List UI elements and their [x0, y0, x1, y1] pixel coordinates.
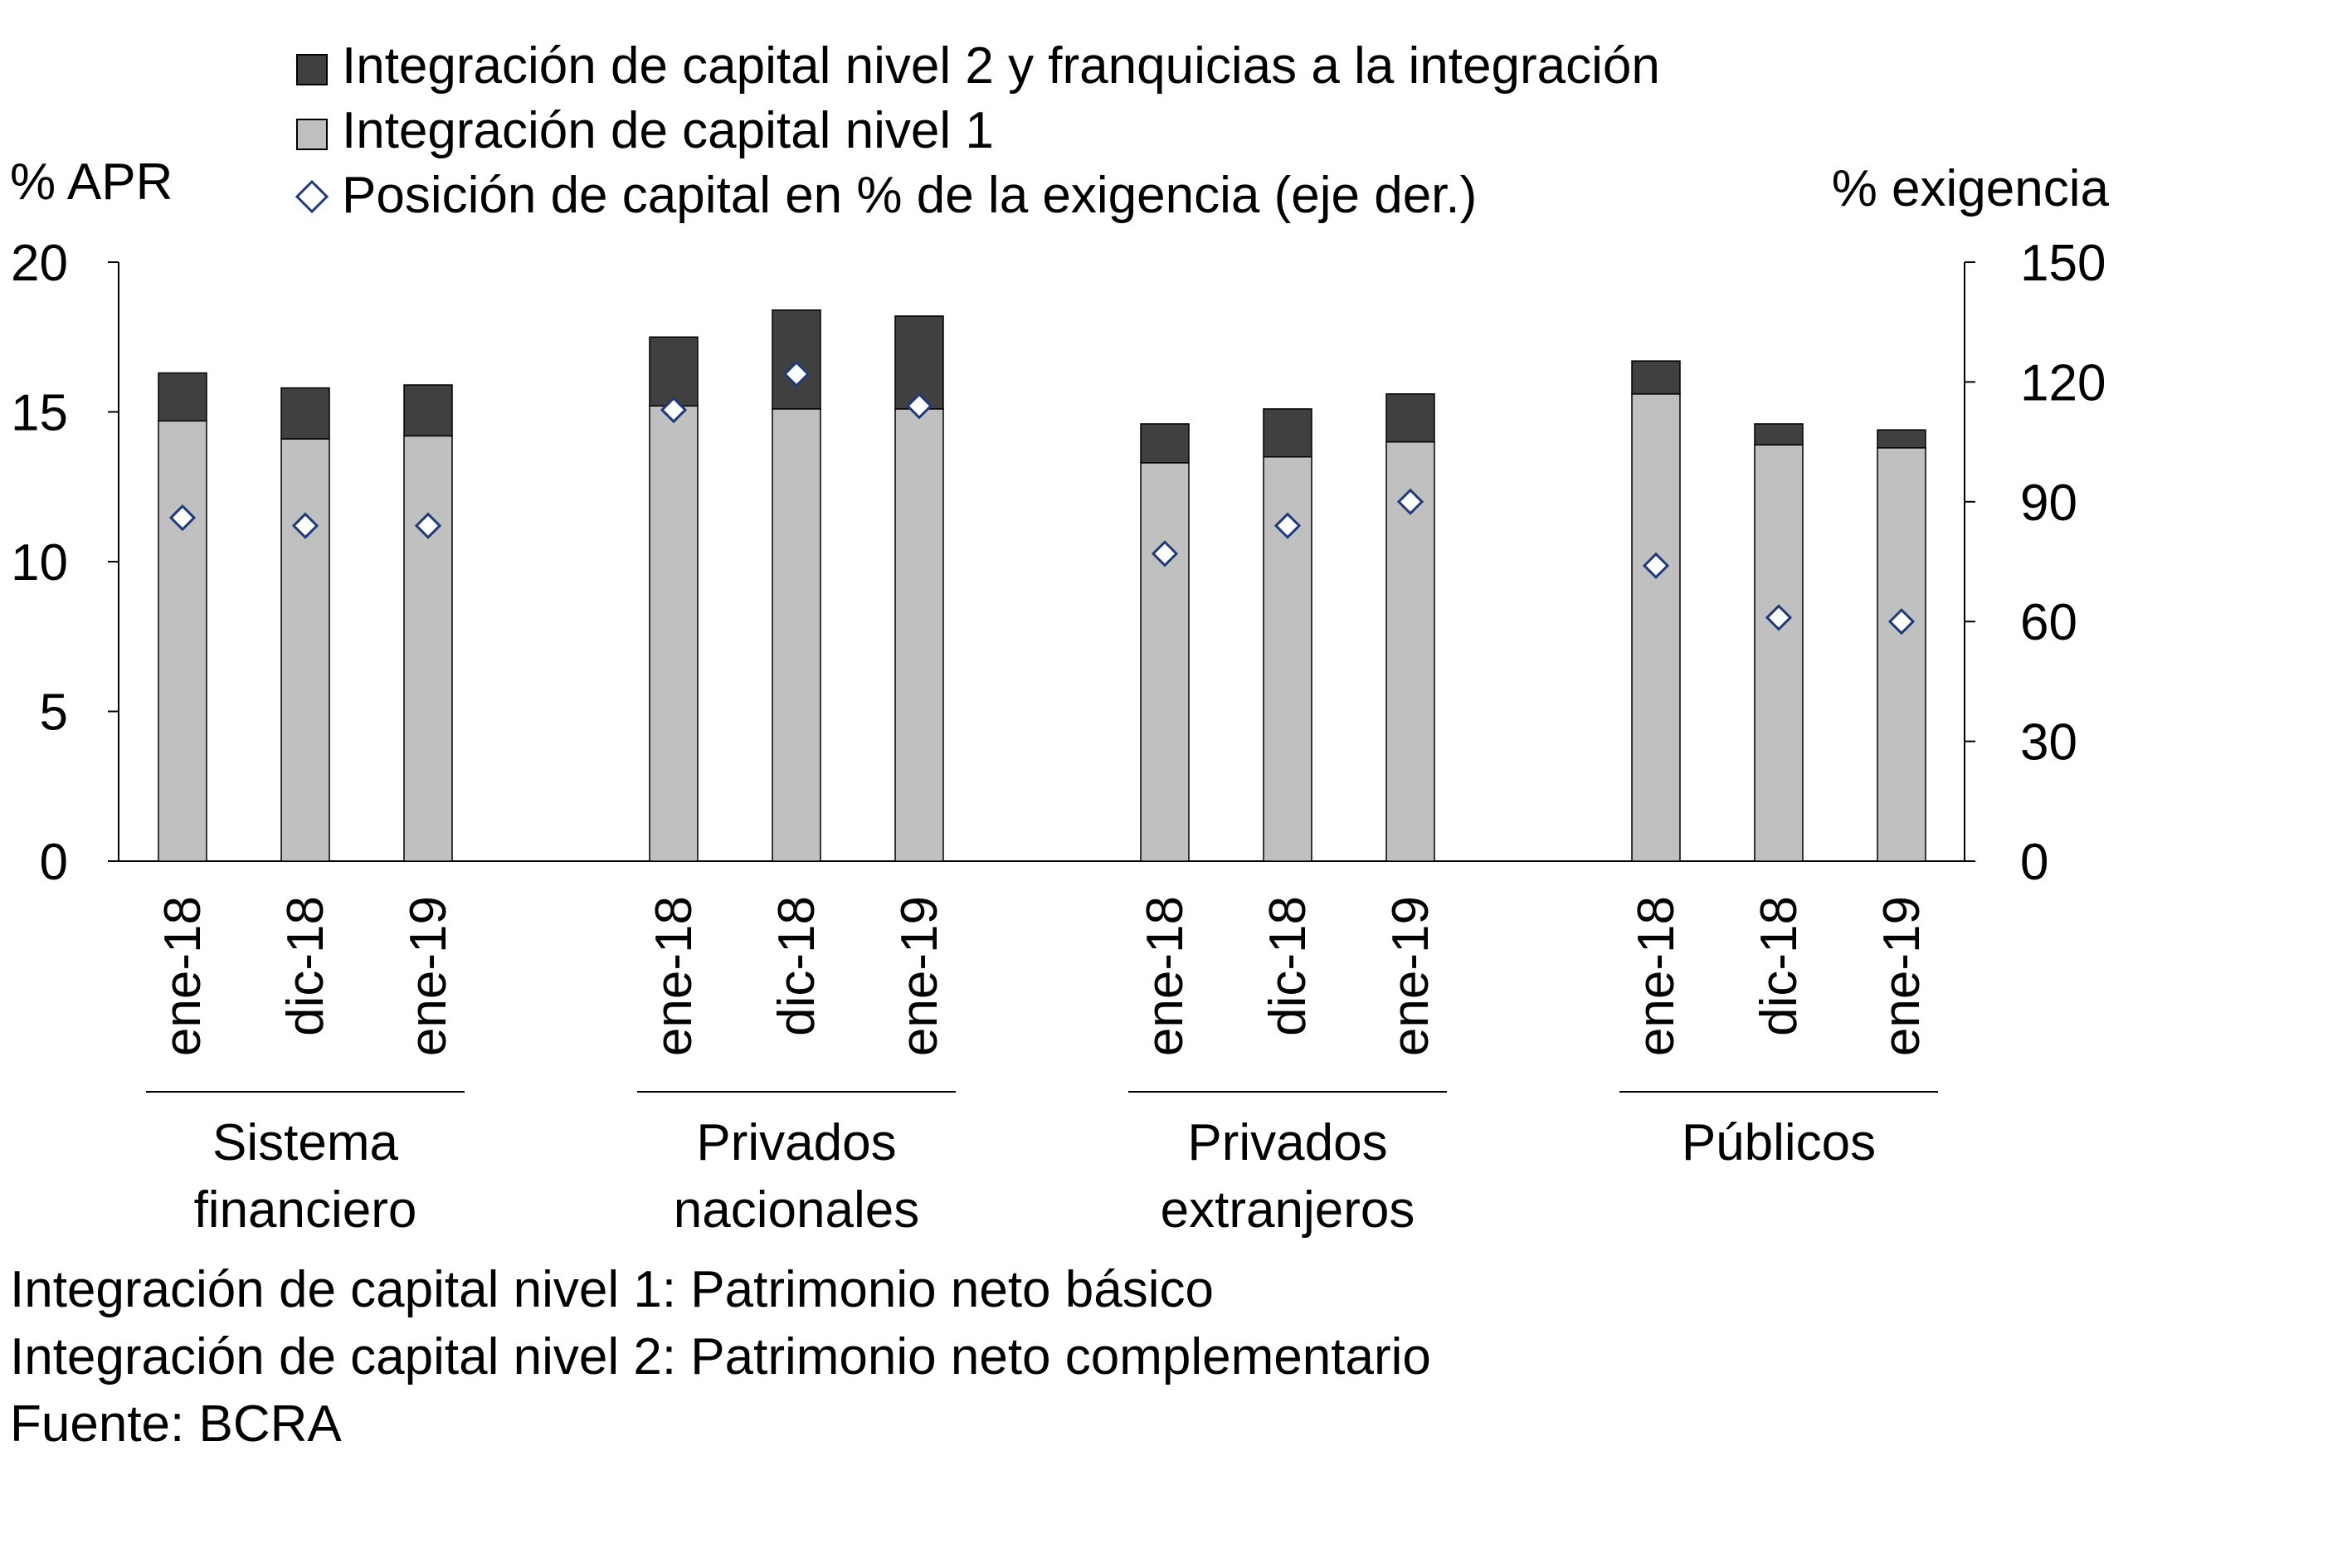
right-ticks: 0 30 60 90 120 150 — [1965, 235, 2106, 891]
bar-tier2 — [1877, 429, 1926, 449]
left-axis-title: % APR — [10, 153, 173, 211]
axes — [118, 262, 1965, 862]
bar-tier2 — [649, 336, 699, 407]
footnote-source: Fuente: BCRA — [10, 1395, 342, 1453]
x-tick-label: ene-18 — [1628, 896, 1685, 1056]
bars — [158, 309, 1926, 862]
group-label: Privados — [696, 1114, 896, 1171]
footnotes: Integración de capital nivel 1: Patrimon… — [10, 1261, 1431, 1453]
bar-tier1 — [772, 408, 821, 862]
x-tick-label: dic-18 — [277, 896, 334, 1036]
diamonds — [168, 360, 1916, 635]
position-diamond — [1396, 488, 1424, 515]
left-tick-label: 20 — [11, 235, 68, 292]
x-tick-label: ene-18 — [645, 896, 703, 1056]
bar-tier1 — [1140, 462, 1190, 862]
group-label: nacionales — [674, 1181, 919, 1239]
right-tick-label: 120 — [2020, 354, 2106, 411]
position-diamond — [168, 504, 197, 532]
position-diamond — [414, 512, 442, 539]
x-tick-label: ene-18 — [1137, 896, 1194, 1056]
bar-tier1 — [649, 405, 699, 862]
position-diamond — [1642, 552, 1670, 579]
x-tick-label: dic-18 — [1259, 896, 1317, 1036]
position-diamond — [1273, 512, 1302, 539]
right-tick-label: 150 — [2020, 235, 2106, 292]
group-label: Privados — [1187, 1114, 1387, 1171]
bar-tier2 — [1140, 423, 1190, 464]
position-diamond — [291, 512, 319, 539]
bar-tier1 — [1631, 393, 1681, 862]
right-tick-label: 60 — [2020, 594, 2077, 651]
left-tick-label: 10 — [11, 534, 68, 592]
x-tick-label: ene-19 — [400, 896, 457, 1056]
bar-tier1 — [1754, 444, 1804, 862]
bar-tier1 — [280, 438, 330, 862]
bar-tier1 — [403, 435, 453, 862]
legend: Integración de capital nivel 2 y franqui… — [295, 37, 1660, 224]
x-tick-label: ene-18 — [154, 896, 212, 1056]
group-label: Públicos — [1682, 1114, 1876, 1171]
group-label: extranjeros — [1161, 1181, 1415, 1239]
legend-swatch-tier2 — [296, 54, 328, 85]
right-tick-label: 90 — [2020, 475, 2077, 532]
right-tick-label: 0 — [2020, 834, 2048, 891]
position-diamond — [1151, 540, 1179, 567]
bar-tier1 — [158, 420, 207, 862]
right-axis-title: % exigencia — [1832, 160, 2110, 217]
footnote-tier2: Integración de capital nivel 2: Patrimon… — [10, 1328, 1431, 1385]
left-tick-label: 0 — [40, 834, 68, 891]
group-labels: Sistema financiero Privados nacionales Priva… — [146, 1091, 1938, 1239]
x-axis-labels: ene-18 dic-18 ene-19 ene-18 dic-18 ene-19 ene-… — [154, 896, 1931, 1056]
left-tick-label: 5 — [40, 684, 68, 742]
position-diamond — [660, 396, 688, 424]
bar-tier2 — [158, 372, 207, 422]
bar-tier2 — [772, 309, 821, 410]
x-tick-label: ene-19 — [891, 896, 948, 1056]
x-tick-label: dic-18 — [768, 896, 825, 1036]
group-label: Sistema — [212, 1114, 398, 1171]
bar-tier2 — [1263, 408, 1312, 458]
left-tick-label: 15 — [11, 385, 68, 442]
legend-label-tier1: Integración de capital nivel 1 — [342, 102, 994, 159]
position-diamond — [1765, 604, 1793, 631]
bar-tier1 — [1877, 447, 1926, 862]
right-tick-label: 30 — [2020, 714, 2077, 772]
legend-label-position: Posición de capital en % de la exigencia… — [342, 167, 1477, 224]
bar-tier2 — [403, 384, 453, 437]
footnote-tier1: Integración de capital nivel 1: Patrimon… — [10, 1261, 1214, 1318]
position-diamond — [905, 392, 933, 420]
bar-tier2 — [1631, 360, 1681, 395]
bar-tier2 — [1754, 423, 1804, 446]
bar-tier2 — [1385, 393, 1435, 443]
position-diamond — [782, 360, 811, 387]
group-label: financiero — [194, 1181, 417, 1239]
x-tick-label: ene-19 — [1873, 896, 1931, 1056]
x-tick-label: ene-19 — [1382, 896, 1439, 1056]
bar-tier2 — [280, 387, 330, 440]
bar-tier1 — [894, 408, 944, 862]
x-tick-label: dic-18 — [1751, 896, 1808, 1036]
left-ticks: 0 5 10 15 20 — [11, 235, 119, 891]
legend-label-tier2: Integración de capital nivel 2 y franqui… — [342, 37, 1660, 95]
legend-swatch-tier1 — [296, 119, 328, 150]
legend-swatch-position-diamond-icon — [295, 179, 329, 214]
position-diamond — [1887, 608, 1916, 635]
